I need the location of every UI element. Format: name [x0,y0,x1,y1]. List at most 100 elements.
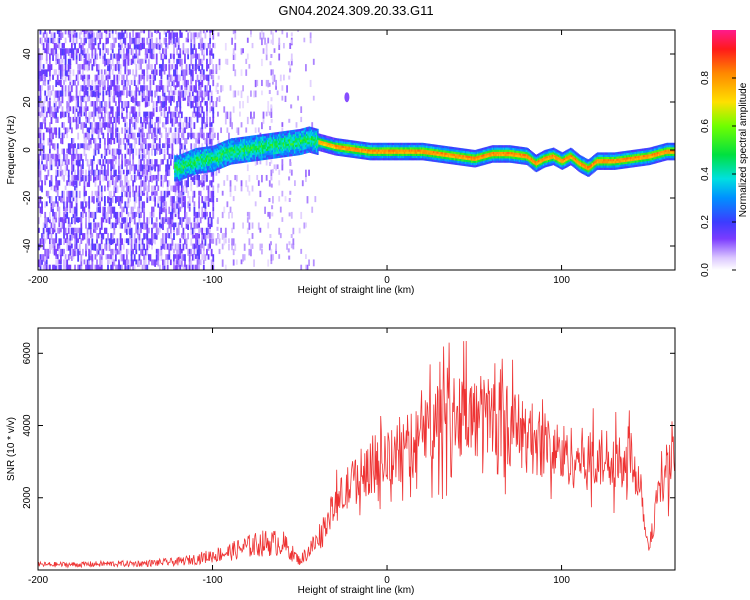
spectrogram-cell [130,174,133,181]
spectrogram-cell [212,174,215,183]
spectrogram-cell [45,111,48,118]
spectrogram-cell [292,140,295,144]
spectrogram-cell [38,69,40,76]
spectrogram-cell [143,174,146,180]
spectrogram-cell [308,128,311,132]
spectrogram-cell [186,151,188,155]
spectrogram-cell [321,136,324,140]
spectrogram-cell [124,101,127,109]
spectrogram-cell [313,134,315,137]
spectrogram-cell [177,174,180,178]
spectrogram-cell [254,137,257,140]
spectrogram-cell [204,32,207,39]
spectrogram-cell [302,134,304,138]
spectrogram-cell [75,190,78,198]
spectrogram-cell [119,164,122,171]
spectrogram-cell [177,254,180,261]
spectrogram-cell [52,201,54,209]
spectrogram-cell [143,185,146,193]
spectrogram-cell [110,138,113,145]
spectrogram-cell [263,133,265,137]
spectrogram-cell [201,106,204,114]
spectrogram-cell [206,185,208,191]
spectrogram-cell [119,90,122,97]
spectrogram-cell [182,159,185,163]
spectrogram-cell [319,135,322,139]
spectrogram-cell [275,248,277,254]
spectrogram-cell [218,95,221,103]
spectrogram-cell [154,122,157,128]
spectrogram-cell [160,42,163,49]
spectrogram-cell [206,227,208,235]
spectrogram-cell [184,90,186,98]
spectrogram-cell [155,217,158,222]
spectrogram-cell [121,42,124,48]
spectrogram-cell [304,133,307,137]
spectrogram-cell [198,248,201,256]
spectrogram-cell [227,147,230,151]
spectrogram-cell [303,151,306,154]
spectrogram-cell [103,159,106,165]
spectrogram-cell [166,227,169,234]
spectrogram-cell [201,90,204,97]
spectrogram-cell [265,135,268,139]
spectrogram-cell [291,136,294,139]
spectrogram-cell [146,164,149,170]
spectrogram-cell [300,248,303,254]
spectrogram-cell [247,151,250,154]
spectrogram-cell [176,69,179,75]
spectrogram-cell [124,30,127,34]
spectrogram-cell [332,150,335,153]
spectrogram-cell [284,137,286,140]
spectrogram-cell [253,148,256,151]
spectrogram-cell [222,152,225,155]
spectrogram-cell [83,206,86,214]
spectrogram-cell [129,85,131,91]
spectrogram-cell [125,169,128,176]
spectrogram-cell [107,185,109,191]
spectrogram-cell [238,152,241,155]
spectrogram-cell [182,217,185,222]
spectrogram-cell [58,127,61,135]
spectrogram-cell [111,32,114,40]
spectrogram-cell [207,196,210,202]
spectrogram-cell [67,243,70,251]
spectrogram-cell [174,163,176,167]
spectrogram-cell [83,48,86,54]
spectrogram-cell [301,141,303,144]
spectrogram-cell [219,147,221,150]
spectrogram-cell [168,95,171,103]
spectrogram-cell [165,254,168,260]
spectrogram-cell [274,153,276,157]
spectrogram-cell [108,58,111,64]
spectrogram-cell [45,37,48,44]
spectrogram-cell [367,151,369,154]
spectrogram-cell [44,254,47,262]
spectrogram-cell [290,138,292,142]
spectrogram-cell [92,101,95,107]
spectrogram-cell [72,196,75,202]
spectrogram-cell [88,248,91,256]
spectrogram-cell [367,157,369,160]
spectrogram-cell [229,149,231,153]
spectrogram-cell [199,106,202,114]
spectrogram-cell [254,90,257,98]
spectrogram-cell [94,111,97,117]
spectrogram-cell [94,127,97,134]
spectrogram-cell [301,130,303,134]
spectrogram-cell [52,222,54,228]
spectrogram-cell [262,149,264,152]
spectrogram-cell [158,116,161,124]
spectrogram-cell [55,79,58,87]
spectrogram-cell [213,164,215,168]
spectrogram-cell [85,264,87,270]
spectrogram-cell [67,222,70,228]
spectrogram-cell [154,127,157,135]
spectrogram-cell [317,152,319,155]
spectrogram-cell [369,147,372,150]
spectrogram-cell [69,85,72,92]
spectrogram-cell [297,129,300,132]
spectrogram-cell [41,238,43,245]
spectrogram-cell [181,177,184,180]
